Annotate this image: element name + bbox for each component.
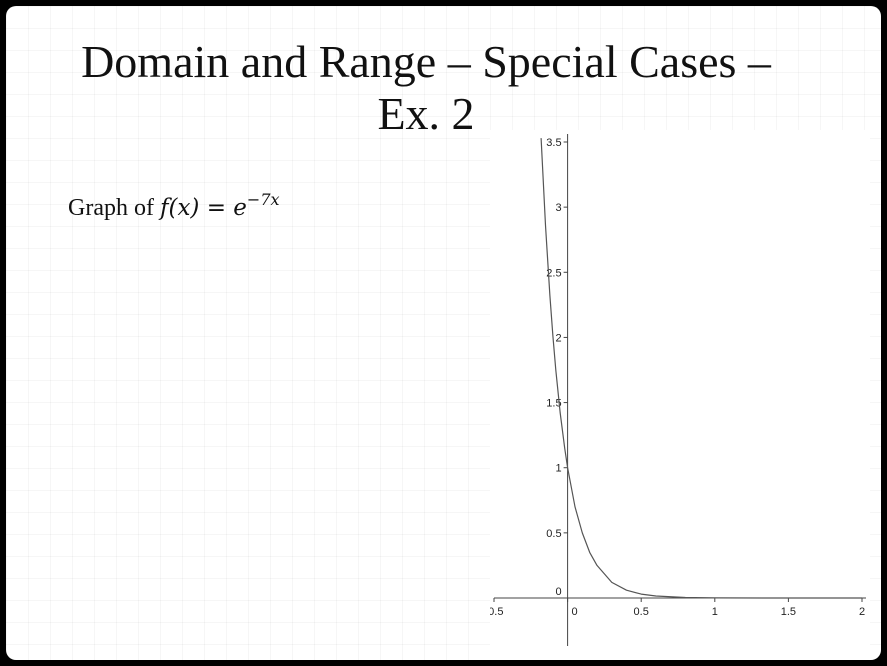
slide-title-line-1: Domain and Range – Special Cases –	[81, 36, 771, 87]
slide: Domain and Range – Special Cases – Ex. 2…	[6, 6, 881, 660]
function-graph: -0.5 0 0.5 1 1.5 2 0 0.5 1 1.5 2 2.5 3 3.5	[490, 134, 866, 646]
x-tick-label: -0.5	[490, 606, 503, 618]
x-tick-label: 1.5	[781, 606, 796, 618]
y-tick-label: 1	[555, 463, 561, 475]
y-tick-label: 2	[555, 332, 561, 344]
y-tick-label: 3.5	[546, 137, 561, 149]
y-tick-label: 1.5	[546, 398, 561, 410]
axes	[494, 134, 866, 646]
x-tick-label: 0	[572, 606, 578, 618]
function-formula: f(x) = e−7x	[159, 190, 280, 221]
ticks: -0.5 0 0.5 1 1.5 2 0 0.5 1 1.5 2 2.5 3 3.5	[490, 137, 865, 618]
slide-title-line-2: Ex. 2	[377, 88, 475, 139]
chart-panel: -0.5 0 0.5 1 1.5 2 0 0.5 1 1.5 2 2.5 3 3.5	[490, 130, 870, 660]
x-tick-label: 0.5	[634, 606, 649, 618]
formula-exponent: −7x	[246, 190, 280, 209]
y-tick-label: 3	[555, 202, 561, 214]
series-curve	[540, 138, 862, 599]
formula-lhs: f(x) = e	[159, 195, 247, 221]
y-tick-label: 0.5	[546, 528, 561, 540]
slide-title: Domain and Range – Special Cases – Ex. 2	[26, 36, 826, 140]
y-tick-label: 2.5	[546, 267, 561, 279]
x-tick-label: 1	[712, 606, 718, 618]
graph-caption: Graph of f(x) = e−7x	[68, 190, 280, 222]
y-tick-label: 0	[555, 586, 561, 598]
caption-prefix: Graph of	[68, 195, 154, 221]
curve-layer	[540, 138, 862, 599]
x-tick-label: 2	[859, 606, 865, 618]
